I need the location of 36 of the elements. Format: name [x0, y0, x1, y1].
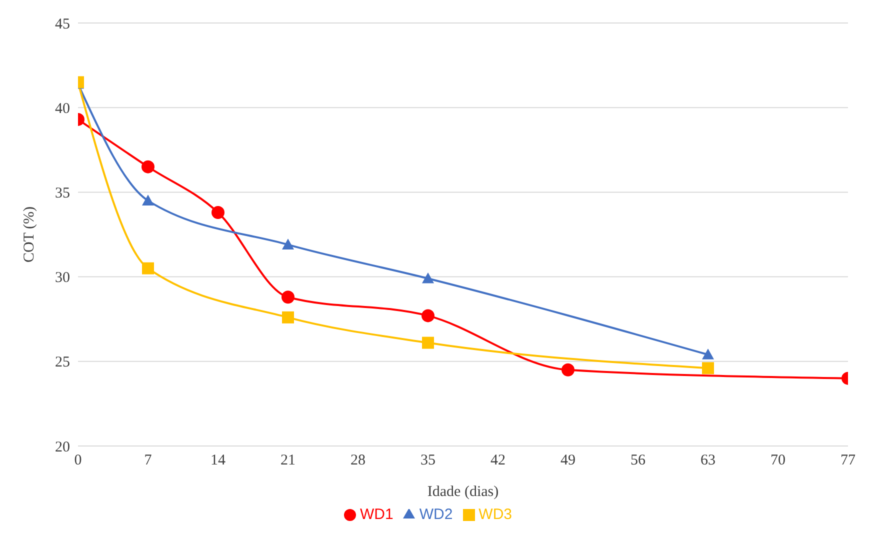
point [702, 362, 714, 374]
point [702, 348, 714, 360]
x-axis-title: Idade (dias) [427, 484, 499, 500]
x-tick-label: 14 [210, 452, 226, 469]
point [282, 290, 294, 304]
legend-label: WD1 [360, 506, 394, 523]
y-tick-label: 20 [55, 439, 70, 456]
legend-label: WD3 [478, 506, 512, 523]
y-tick-label: 40 [55, 100, 70, 117]
point [212, 206, 224, 220]
x-tick-label: 56 [630, 452, 646, 469]
x-tick-label: 0 [74, 452, 82, 469]
x-tick-label: 21 [280, 452, 296, 469]
x-tick-label: 77 [840, 452, 856, 469]
x-tick-label: 42 [490, 452, 506, 469]
point [422, 309, 434, 322]
x-tick-label: 70 [770, 452, 786, 469]
point [422, 272, 434, 284]
point [422, 336, 434, 349]
point [142, 160, 154, 174]
point [562, 363, 574, 376]
y-tick-label: 25 [55, 354, 70, 371]
point [142, 194, 154, 206]
x-tick-label: 7 [144, 452, 152, 469]
y-tick-label: 45 [55, 16, 70, 32]
x-tick-label: 28 [350, 452, 366, 469]
x-tick-label: 49 [560, 452, 576, 469]
point [142, 262, 154, 274]
y-tick-label: 35 [55, 186, 70, 202]
point [282, 311, 294, 324]
legend-label: WD2 [419, 506, 453, 523]
x-tick-label: 35 [420, 452, 436, 469]
y-axis-title: COT (%) [21, 206, 38, 262]
point [282, 238, 294, 250]
x-tick-label: 63 [700, 452, 716, 469]
y-tick-label: 30 [55, 270, 70, 286]
